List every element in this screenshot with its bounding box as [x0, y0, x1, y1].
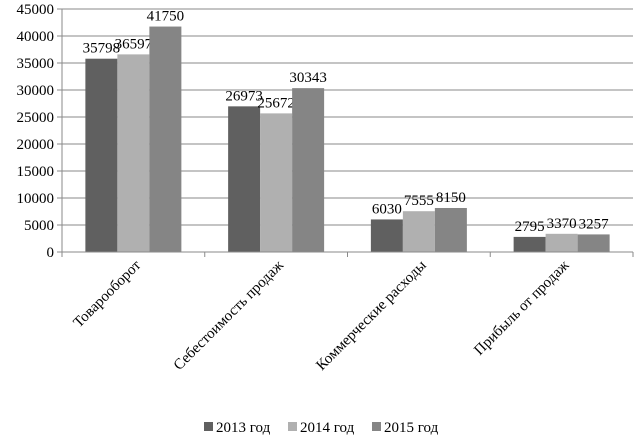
data-label: 25672 — [257, 95, 295, 111]
bar-2014-2 — [402, 211, 435, 252]
y-tick-label: 35000 — [17, 56, 55, 72]
data-label: 3370 — [547, 216, 577, 232]
legend-swatch-2 — [372, 422, 381, 431]
y-tick-label: 10000 — [17, 191, 55, 207]
data-label: 3257 — [579, 216, 610, 232]
bar-2013-0 — [85, 58, 118, 253]
x-tick-label: Товарооборот — [71, 257, 145, 331]
legend-swatch-0 — [204, 422, 213, 431]
y-tick-label: 0 — [47, 245, 55, 261]
x-tick-label: Прибыль от продаж — [471, 257, 573, 359]
y-tick-label: 30000 — [17, 83, 55, 99]
bar-2015-1 — [292, 88, 325, 252]
data-label: 26973 — [225, 88, 263, 104]
bar-2015-0 — [149, 26, 182, 252]
data-label: 35798 — [83, 41, 121, 57]
x-tick-label: Себестоимость продаж — [171, 257, 288, 374]
legend-label: 2014 год — [300, 420, 355, 436]
y-tick-label: 15000 — [17, 164, 55, 180]
bar-2013-3 — [513, 236, 546, 252]
data-label: 6030 — [372, 201, 402, 217]
data-label: 8150 — [436, 190, 466, 206]
legend-label: 2015 год — [384, 420, 439, 436]
bar-2015-2 — [434, 207, 467, 252]
bar-2014-0 — [117, 54, 150, 252]
data-label: 36597 — [115, 36, 153, 52]
y-tick-label: 40000 — [17, 29, 55, 45]
bar-2013-1 — [228, 106, 261, 253]
bar-2013-2 — [370, 219, 403, 252]
data-label: 2795 — [515, 219, 545, 235]
bar-2014-1 — [260, 113, 293, 252]
data-label: 30343 — [289, 70, 327, 86]
data-label: 7555 — [404, 193, 434, 209]
legend-swatch-1 — [288, 422, 297, 431]
y-tick-label: 45000 — [17, 2, 55, 18]
bar-2015-3 — [577, 234, 610, 252]
data-label: 41750 — [147, 9, 185, 25]
y-tick-label: 25000 — [17, 110, 55, 126]
legend-label: 2013 год — [216, 420, 271, 436]
x-tick-label: Коммерческие расходы — [313, 258, 429, 374]
y-tick-label: 20000 — [17, 137, 55, 153]
bar-2014-3 — [545, 233, 578, 252]
y-tick-label: 5000 — [24, 218, 54, 234]
